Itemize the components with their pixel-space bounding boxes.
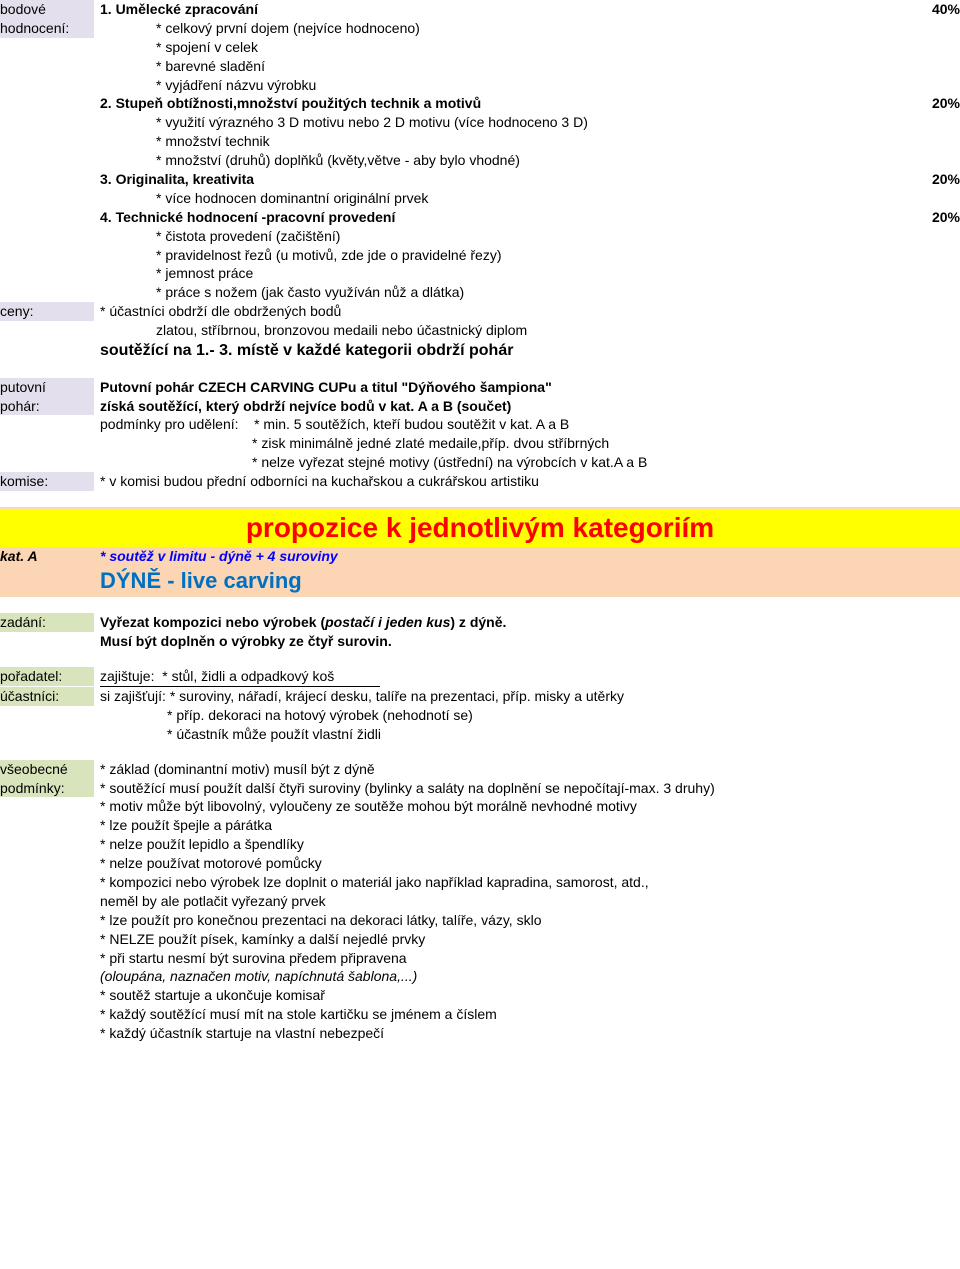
zadani-line: Vyřezat kompozici nebo výrobek (postačí … xyxy=(100,613,960,632)
ucastnici-line: * účastník může použít vlastní židli xyxy=(100,725,960,744)
vseob-italic: (oloupána, naznačen motiv, napíchnutá ša… xyxy=(100,967,960,986)
section-vseob: všeobecné podmínky: * základ (dominantní… xyxy=(0,760,960,1043)
vseob-item: * každý soutěžící musí mít na stole kart… xyxy=(100,1005,960,1024)
dyne-title: DÝNĚ - live carving xyxy=(0,566,960,596)
zadani-line: Musí být doplněn o výrobky ze čtyř surov… xyxy=(100,632,960,651)
vseob-item: * motiv může být libovolný, vyloučeny ze… xyxy=(100,797,960,816)
putovni-line: získá soutěžící, který obdrží nejvíce bo… xyxy=(100,397,960,416)
label-putovni: putovní xyxy=(0,378,94,397)
putovni-cond: * zisk minimálně jedné zlaté medaile,pří… xyxy=(100,434,960,453)
s3-title: 3. Originalita, kreativita 20% xyxy=(100,170,960,189)
kat-a-line: kat. A * soutěž v limitu - dýně + 4 suro… xyxy=(0,547,960,566)
ceny-line: * účastníci obdrží dle obdržených bodů xyxy=(100,302,960,321)
vseob-item: * základ (dominantní motiv) musíl být z … xyxy=(100,760,960,779)
section-putovni: putovní pohár: Putovní pohár CZECH CARVI… xyxy=(0,378,960,472)
kat-a-label: kat. A xyxy=(0,547,100,566)
content-col: 1. Umělecké zpracování 40% * celkový prv… xyxy=(100,0,960,302)
section-poradatel: pořadatel: zajištuje: * stůl, židli a od… xyxy=(0,667,960,687)
vseob-item: * nelze použít lepidlo a špendlíky xyxy=(100,835,960,854)
vseob-item: * lze použít špejle a párátka xyxy=(100,816,960,835)
content-col: * účastníci obdrží dle obdržených bodů z… xyxy=(100,302,960,361)
s1-item: * spojení v celek xyxy=(100,38,960,57)
section-zadani: zadání: Vyřezat kompozici nebo výrobek (… xyxy=(0,613,960,651)
label-col: bodové hodnocení: xyxy=(0,0,100,302)
s3-item: * více hodnocen dominantní originální pr… xyxy=(100,189,960,208)
ceny-big: soutěžící na 1.- 3. místě v každé katego… xyxy=(100,340,960,362)
vseob-item: * NELZE použít písek, kamínky a další ne… xyxy=(100,930,960,949)
label-col: účastníci: xyxy=(0,687,100,744)
s2-item: * množství technik xyxy=(100,132,960,151)
label-ucastnici: účastníci: xyxy=(0,687,94,706)
label-bodove: bodové xyxy=(0,0,94,19)
kat-a-text: * soutěž v limitu - dýně + 4 suroviny xyxy=(100,547,338,566)
label-col: zadání: xyxy=(0,613,100,651)
content-col: * základ (dominantní motiv) musíl být z … xyxy=(100,760,960,1043)
komise-line: * v komisi budou přední odborníci na kuc… xyxy=(100,472,960,491)
label-pohar: pohár: xyxy=(0,397,94,416)
ucastnici-line: * příp. dekoraci na hotový výrobek (neho… xyxy=(100,706,960,725)
section-ceny: ceny: * účastníci obdrží dle obdržených … xyxy=(0,302,960,361)
vseob-item: * soutěž startuje a ukončuje komisař xyxy=(100,986,960,1005)
section-bodove: bodové hodnocení: 1. Umělecké zpracování… xyxy=(0,0,960,302)
s2-item: * využití výrazného 3 D motivu nebo 2 D … xyxy=(100,113,960,132)
label-col: ceny: xyxy=(0,302,100,361)
propozice-band: propozice k jednotlivým kategoriím kat. … xyxy=(0,507,960,597)
content-col: * v komisi budou přední odborníci na kuc… xyxy=(100,472,960,491)
label-zadani: zadání: xyxy=(0,613,94,632)
poradatel-line: zajištuje: * stůl, židli a odpadkový koš xyxy=(100,667,960,687)
s1-item: * vyjádření názvu výrobku xyxy=(100,76,960,95)
content-col: si zajišťují: * suroviny, nářadí, krájec… xyxy=(100,687,960,744)
s2-title: 2. Stupeň obtížnosti,množství použitých … xyxy=(100,94,960,113)
content-col: zajištuje: * stůl, židli a odpadkový koš xyxy=(100,667,960,687)
putovni-cond: * nelze vyřezat stejné motivy (ústřední)… xyxy=(100,453,960,472)
label-col: komise: xyxy=(0,472,100,491)
label-komise: komise: xyxy=(0,472,94,491)
propozice-title: propozice k jednotlivým kategoriím xyxy=(0,509,960,547)
s4-item: * pravidelnost řezů (u motivů, zde jde o… xyxy=(100,246,960,265)
s1-item: * barevné sladění xyxy=(100,57,960,76)
putovni-line: Putovní pohár CZECH CARVING CUPu a titul… xyxy=(100,378,960,397)
label-poradatel: pořadatel: xyxy=(0,667,94,686)
section-komise: komise: * v komisi budou přední odborníc… xyxy=(0,472,960,491)
s4-item: * čistota provedení (začištění) xyxy=(100,227,960,246)
s4-title: 4. Technické hodnocení -pracovní provede… xyxy=(100,208,960,227)
vseob-item: * při startu nesmí být surovina předem p… xyxy=(100,949,960,968)
s2-item: * množství (druhů) doplňků (květy,větve … xyxy=(100,151,960,170)
content-col: Vyřezat kompozici nebo výrobek (postačí … xyxy=(100,613,960,651)
s1-title: 1. Umělecké zpracování 40% xyxy=(100,0,960,19)
label-vseob: všeobecné xyxy=(0,760,94,779)
content-col: Putovní pohár CZECH CARVING CUPu a titul… xyxy=(100,378,960,472)
label-ceny: ceny: xyxy=(0,302,94,321)
label-hodnoceni: hodnocení: xyxy=(0,19,94,38)
label-col: pořadatel: xyxy=(0,667,100,687)
label-col: všeobecné podmínky: xyxy=(0,760,100,1043)
vseob-item: * nelze používat motorové pomůcky xyxy=(100,854,960,873)
s4-item: * jemnost práce xyxy=(100,264,960,283)
vseob-item: neměl by ale potlačit vyřezaný prvek xyxy=(100,892,960,911)
ceny-line: zlatou, stříbrnou, bronzovou medaili neb… xyxy=(100,321,960,340)
vseob-item: * každý účastník startuje na vlastní neb… xyxy=(100,1024,960,1043)
ucastnici-line: si zajišťují: * suroviny, nářadí, krájec… xyxy=(100,687,960,706)
putovni-cond-row: podmínky pro udělení: * min. 5 soutěžích… xyxy=(100,415,960,434)
vseob-item: * lze použít pro konečnou prezentaci na … xyxy=(100,911,960,930)
section-ucastnici: účastníci: si zajišťují: * suroviny, nář… xyxy=(0,687,960,744)
label-podminky: podmínky: xyxy=(0,779,94,798)
propozice-yellow: propozice k jednotlivým kategoriím xyxy=(0,509,960,547)
s4-item: * práce s nožem (jak často využíván nůž … xyxy=(100,283,960,302)
s1-item: * celkový první dojem (nejvíce hodnoceno… xyxy=(100,19,960,38)
label-col: putovní pohár: xyxy=(0,378,100,472)
vseob-item: * soutěžící musí použít další čtyři suro… xyxy=(100,779,960,798)
vseob-item: * kompozici nebo výrobek lze doplnit o m… xyxy=(100,873,960,892)
